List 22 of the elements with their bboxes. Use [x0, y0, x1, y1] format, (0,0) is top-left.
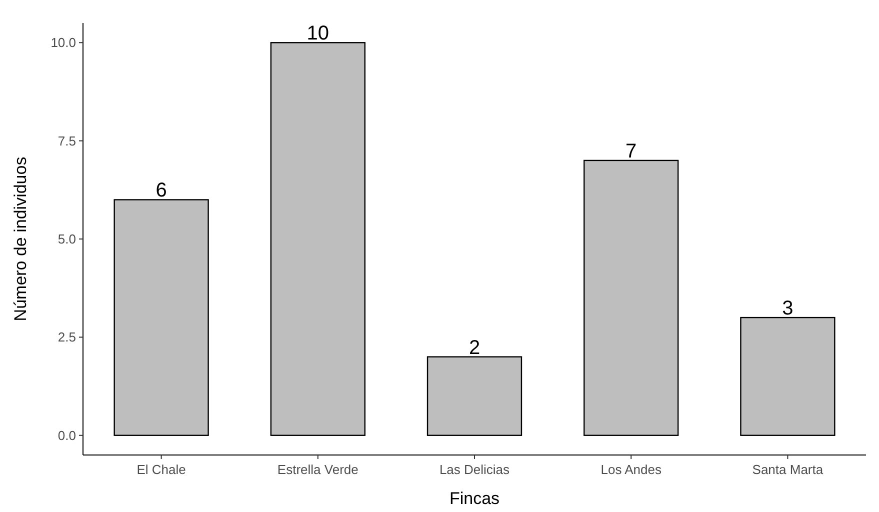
x-tick-label: El Chale [136, 462, 186, 477]
data-label: 7 [626, 140, 637, 162]
x-tick-label: Las Delicias [439, 462, 510, 477]
bar [114, 199, 209, 436]
y-tick-label: 2.5 [58, 330, 76, 345]
bar [740, 316, 836, 436]
bar [426, 356, 522, 436]
data-label: 6 [156, 180, 167, 202]
data-label: 3 [782, 298, 794, 320]
x-tick-label: Los Andes [600, 462, 662, 477]
y-tick-label: 5.0 [58, 232, 76, 247]
bar [270, 42, 366, 436]
x-tick-label: Estrella Verde [277, 462, 358, 477]
y-tick-label: 7.5 [58, 133, 76, 148]
y-tick-label: 10.0 [50, 35, 76, 50]
data-label: 2 [468, 336, 480, 359]
x-tick-label: Santa Marta [752, 462, 824, 477]
data-label: 10 [306, 22, 330, 45]
x-axis-title: Fincas [449, 489, 500, 508]
y-axis-title: Número de individuos [11, 156, 30, 322]
y-tick-label: 0.0 [58, 428, 76, 443]
bar [584, 160, 679, 436]
